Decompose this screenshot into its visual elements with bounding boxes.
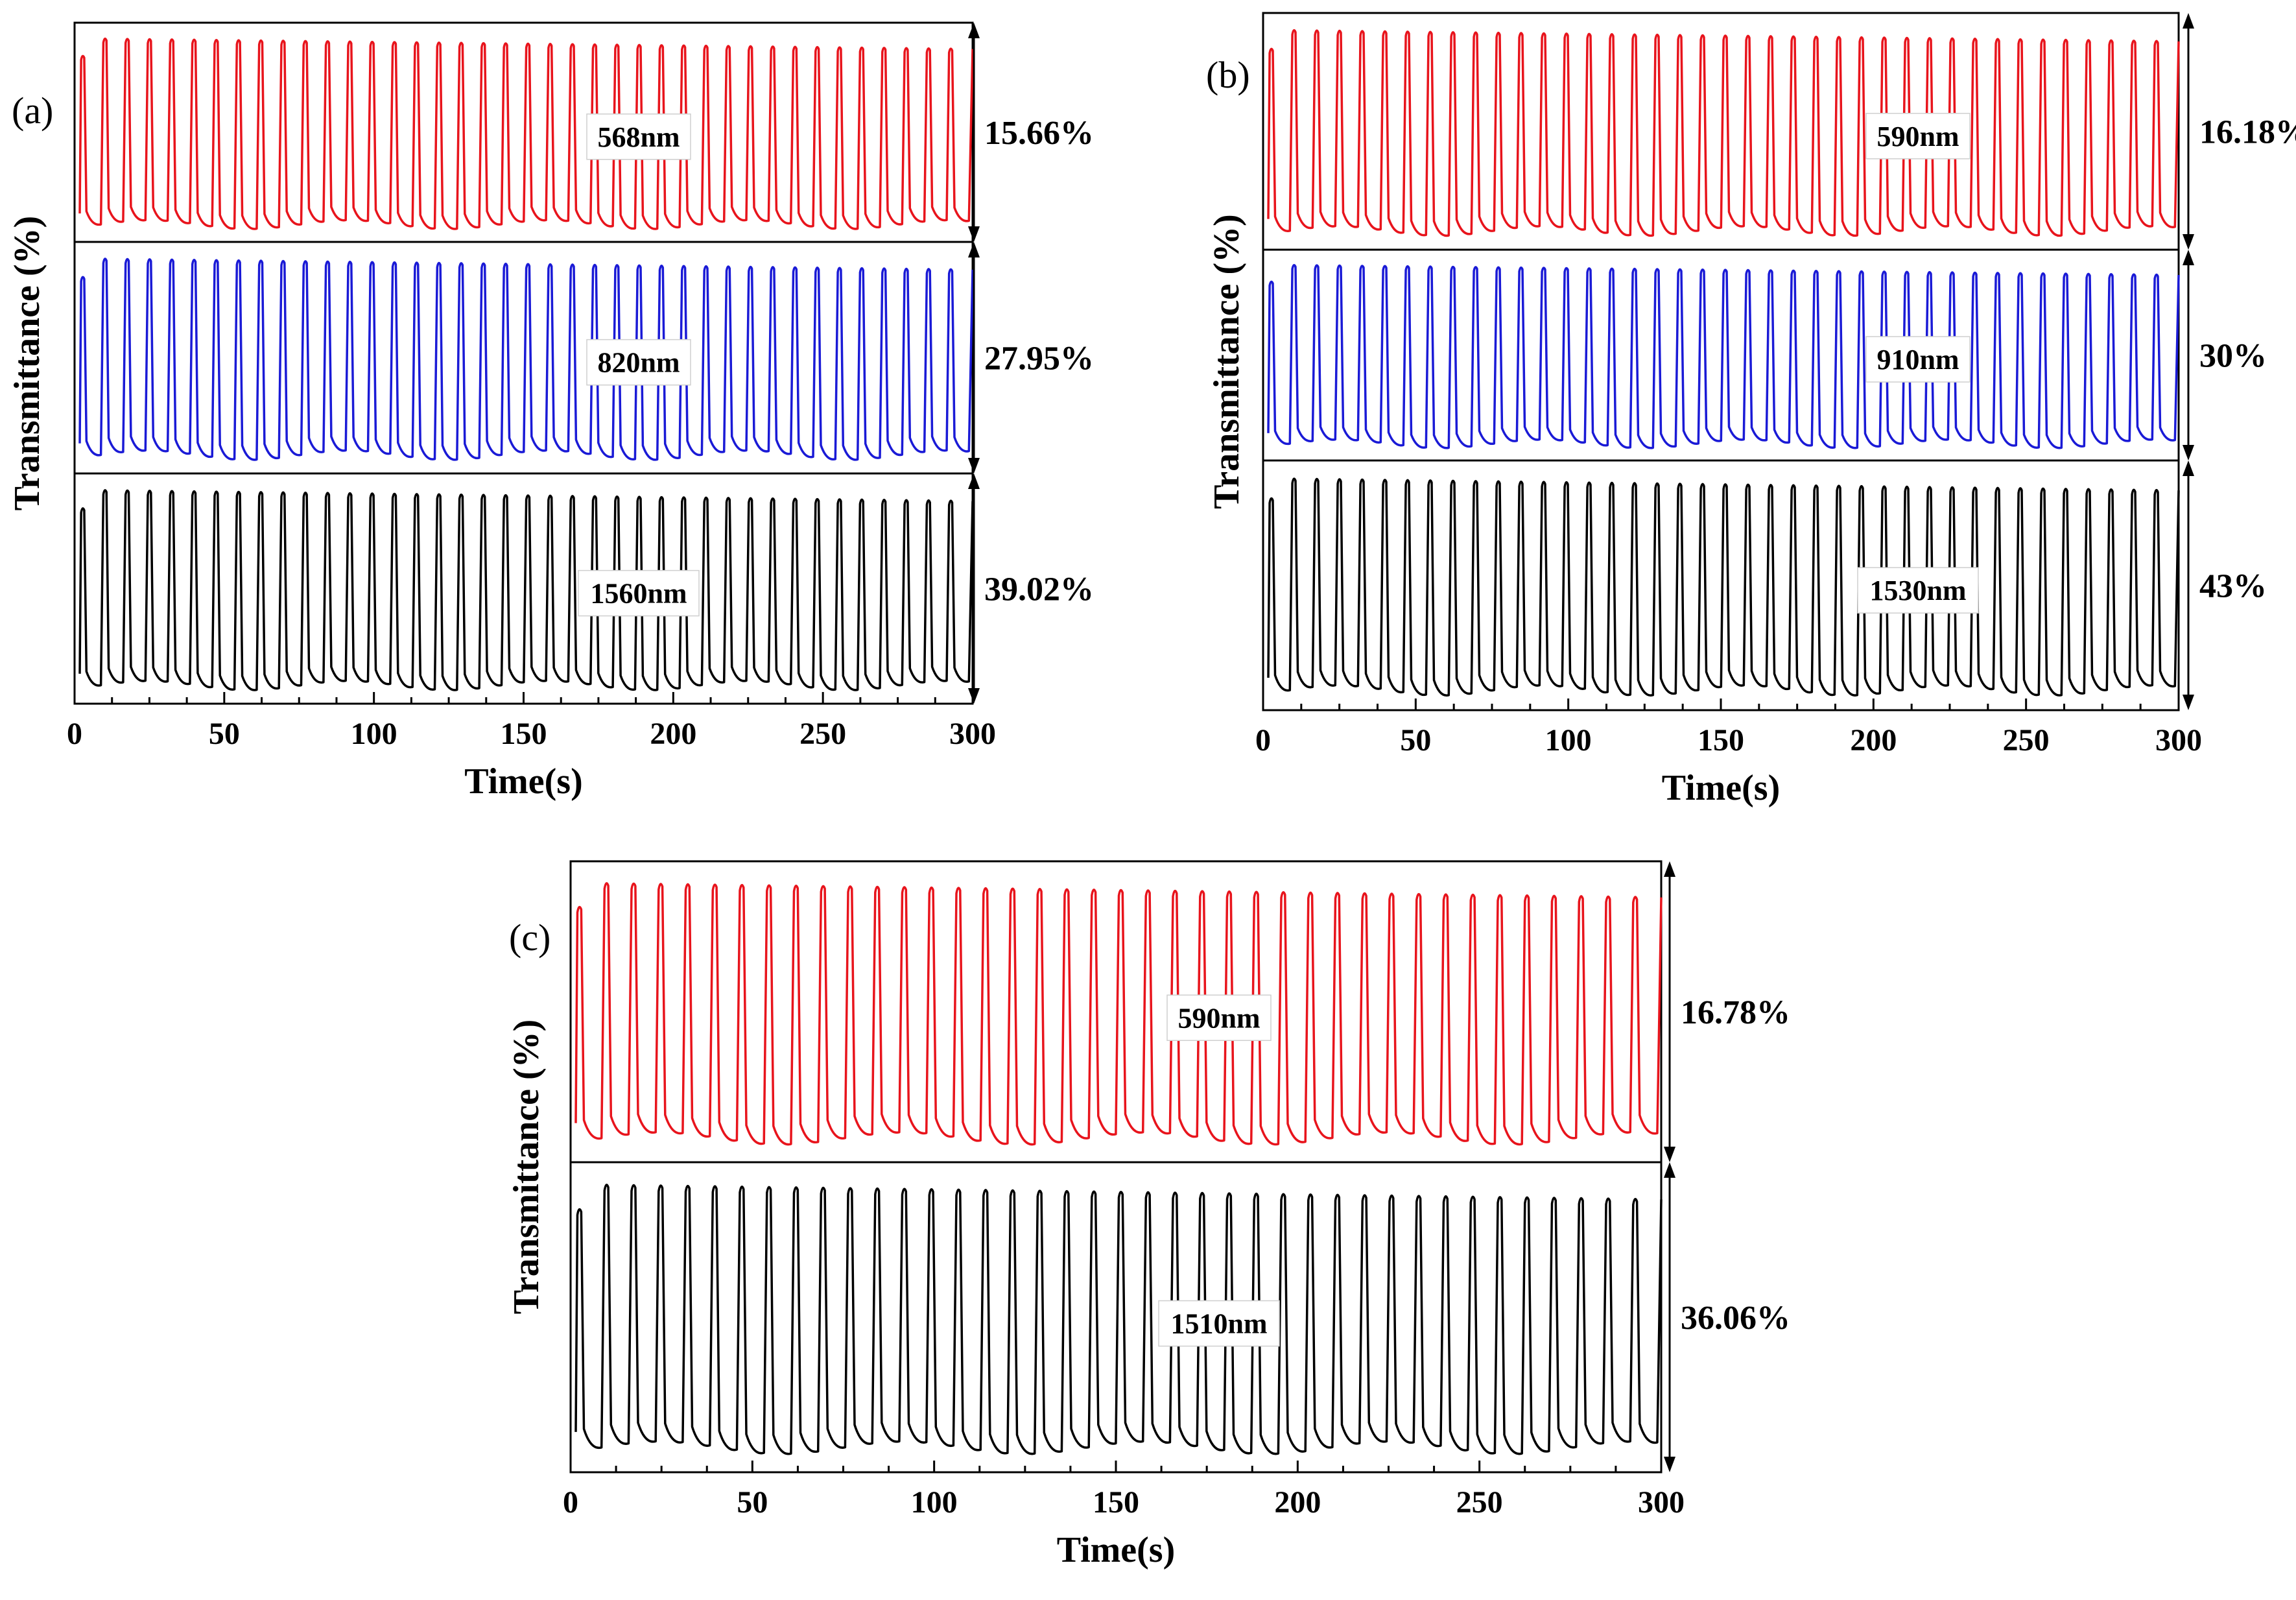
x-tick-label: 200 [650, 717, 696, 751]
modulation-value: 30% [2199, 338, 2267, 375]
modulation-value: 43% [2199, 568, 2267, 605]
x-axis-title: Time(s) [1057, 1530, 1176, 1570]
y-axis-title: Transmittance (%) [7, 216, 47, 511]
arrow-head-down-icon [2183, 445, 2194, 460]
x-tick-label: 250 [799, 717, 846, 751]
x-tick-label: 0 [67, 717, 82, 751]
series-label: 590nm [1178, 1002, 1260, 1034]
series-line-590nm [574, 882, 1663, 1146]
x-tick-label: 100 [911, 1485, 958, 1520]
series-label-box [1166, 994, 1272, 1042]
y-axis-title: Transmittance (%) [1207, 214, 1247, 509]
chart-panel-1: 0 50 100 150 200 250 300 Time(s) Transmittance (… [7, 21, 1094, 802]
chart-panel-2: 0 50 100 150 200 250 300 Time(s) Transmittance (… [1206, 12, 2296, 808]
series-line-590nm [1267, 29, 2180, 237]
arrow-head-down-icon [968, 226, 980, 242]
series-label: 1510nm [1170, 1308, 1267, 1340]
arrow-head-up-icon [2183, 13, 2194, 29]
series-line-820nm [78, 257, 974, 461]
x-tick-label: 200 [1274, 1485, 1321, 1520]
series-line-910nm [1267, 264, 2180, 449]
modulation-value: 15.66% [984, 115, 1094, 152]
x-tick-label: 150 [1093, 1485, 1139, 1520]
series-label: 568nm [597, 121, 680, 153]
x-tick-label: 250 [1456, 1485, 1503, 1520]
x-tick-label: 50 [1400, 723, 1431, 758]
chart-panel-3: 0 50 100 150 200 250 300 Time(s) Transmittance (… [506, 860, 1790, 1570]
series-label: 1560nm [590, 578, 687, 610]
series-label: 820nm [597, 347, 680, 379]
arrow-head-down-icon [968, 458, 980, 473]
arrow-head-up-icon [968, 242, 980, 257]
arrow-head-down-icon [1664, 1147, 1675, 1162]
modulation-value: 36.06% [1681, 1300, 1790, 1337]
arrow-head-up-icon [2183, 250, 2194, 265]
modulation-value: 16.18% [2199, 114, 2296, 151]
arrow-head-up-icon [968, 473, 980, 489]
x-tick-label: 200 [1850, 723, 1897, 758]
arrow-head-down-icon [2183, 695, 2194, 710]
arrow-head-up-icon [2183, 460, 2194, 476]
x-tick-label: 300 [1638, 1485, 1685, 1520]
modulation-value: 16.78% [1681, 994, 1790, 1031]
x-tick-label: 50 [737, 1485, 768, 1520]
y-axis-title: Transmittance (%) [506, 1020, 547, 1315]
arrow-head-down-icon [968, 688, 980, 704]
panel-label: (b) [1206, 54, 1250, 96]
x-tick-label: 150 [501, 717, 547, 751]
modulation-value: 27.95% [984, 340, 1094, 377]
series-line-1530nm [1267, 477, 2180, 697]
series-line-568nm [78, 37, 974, 230]
x-tick-label: 0 [1255, 723, 1271, 758]
series-label-box [1865, 336, 1971, 383]
arrow-head-up-icon [1664, 1162, 1675, 1178]
arrow-head-down-icon [2183, 234, 2194, 250]
series-line-1510nm [574, 1184, 1663, 1455]
series-label-box [586, 113, 691, 160]
arrow-head-up-icon [968, 23, 980, 38]
series-label-box [1158, 1300, 1280, 1347]
series-line-1560nm [78, 489, 974, 691]
x-tick-label: 100 [351, 717, 397, 751]
series-label: 590nm [1876, 121, 1959, 152]
arrow-head-down-icon [1664, 1457, 1675, 1472]
series-label: 910nm [1876, 344, 1959, 376]
panel-label: (c) [509, 916, 550, 959]
x-axis-title: Time(s) [464, 761, 583, 802]
x-tick-label: 150 [1698, 723, 1744, 758]
x-tick-label: 50 [209, 717, 240, 751]
x-tick-label: 300 [2155, 723, 2202, 758]
x-axis-title: Time(s) [1662, 768, 1781, 808]
series-label: 1530nm [1869, 575, 1966, 606]
modulation-value: 39.02% [984, 571, 1094, 608]
x-tick-label: 250 [2003, 723, 2050, 758]
arrow-head-up-icon [1664, 861, 1675, 877]
series-label-box [1857, 567, 1979, 614]
series-label-box [578, 569, 700, 617]
panel-label: (a) [12, 90, 53, 132]
x-tick-label: 100 [1545, 723, 1592, 758]
series-label-box [1865, 113, 1971, 160]
series-label-box [586, 339, 691, 386]
x-tick-label: 0 [563, 1485, 578, 1520]
x-tick-label: 300 [949, 717, 996, 751]
